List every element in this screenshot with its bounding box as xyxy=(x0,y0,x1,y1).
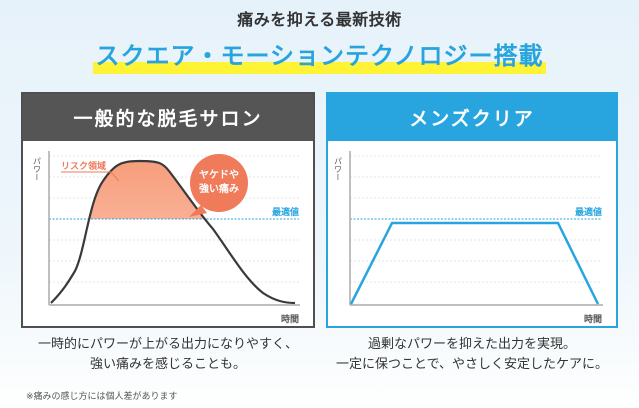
y-axis-label: パワー xyxy=(33,157,42,181)
bubble-text-1: ヤケドや xyxy=(199,169,239,181)
risk-leader xyxy=(61,171,120,182)
risk-label: リスク領域 xyxy=(61,160,106,172)
panel-title: 一般的な脱毛サロン xyxy=(23,94,313,141)
caption-line-1: 過剰なパワーを抑えた出力を実現。 xyxy=(367,337,576,352)
optimal-label: 最適値 xyxy=(272,206,299,218)
panel-title: メンズクリア xyxy=(328,94,616,141)
caption-mens-clear: 過剰なパワーを抑えた出力を実現。 一定に保つことで、やさしく安定したケアに。 xyxy=(326,335,618,375)
caption-line-2: 強い痛みを感じることも。 xyxy=(89,357,246,372)
risk-area xyxy=(89,161,205,219)
power-curve xyxy=(50,159,296,305)
footnote: ※痛みの感じ方には個人差があります xyxy=(26,392,178,402)
y-axis-label: パワー xyxy=(334,157,343,181)
bubble-tail xyxy=(189,205,207,217)
headline: スクエア・モーションテクノロジー搭載 xyxy=(93,36,546,74)
subtitle: 痛みを抑える最新技術 xyxy=(237,10,402,29)
panel-mens-clear: メンズクリア 最適値 パワー 時間 xyxy=(326,92,618,328)
x-axis-label: 時間 xyxy=(281,313,299,325)
chart-general-salon: リスク領域 ヤケドや 強い痛み 最適値 パワー 時間 xyxy=(33,151,300,325)
panel-general-salon: 一般的な脱毛サロン リスク領域 xyxy=(21,92,315,328)
power-curve xyxy=(349,221,600,305)
chart-mens-clear: 最適値 パワー 時間 xyxy=(334,151,603,325)
warning-bubble xyxy=(190,154,248,212)
grid-lines xyxy=(350,155,602,283)
headline-wrap: スクエア・モーションテクノロジー搭載 xyxy=(0,36,639,74)
x-axis-label: 時間 xyxy=(584,313,602,325)
caption-line-1: 一時的にパワーが上がる出力になりやすく、 xyxy=(37,337,298,352)
optimal-label: 最適値 xyxy=(575,206,602,218)
headline-text: スクエア・モーションテクノロジー搭載 xyxy=(95,42,544,70)
bubble-text-2: 強い痛み xyxy=(199,182,239,195)
caption-general-salon: 一時的にパワーが上がる出力になりやすく、 強い痛みを感じることも。 xyxy=(21,335,315,375)
caption-line-2: 一定に保つことで、やさしく安定したケアに。 xyxy=(335,357,609,372)
